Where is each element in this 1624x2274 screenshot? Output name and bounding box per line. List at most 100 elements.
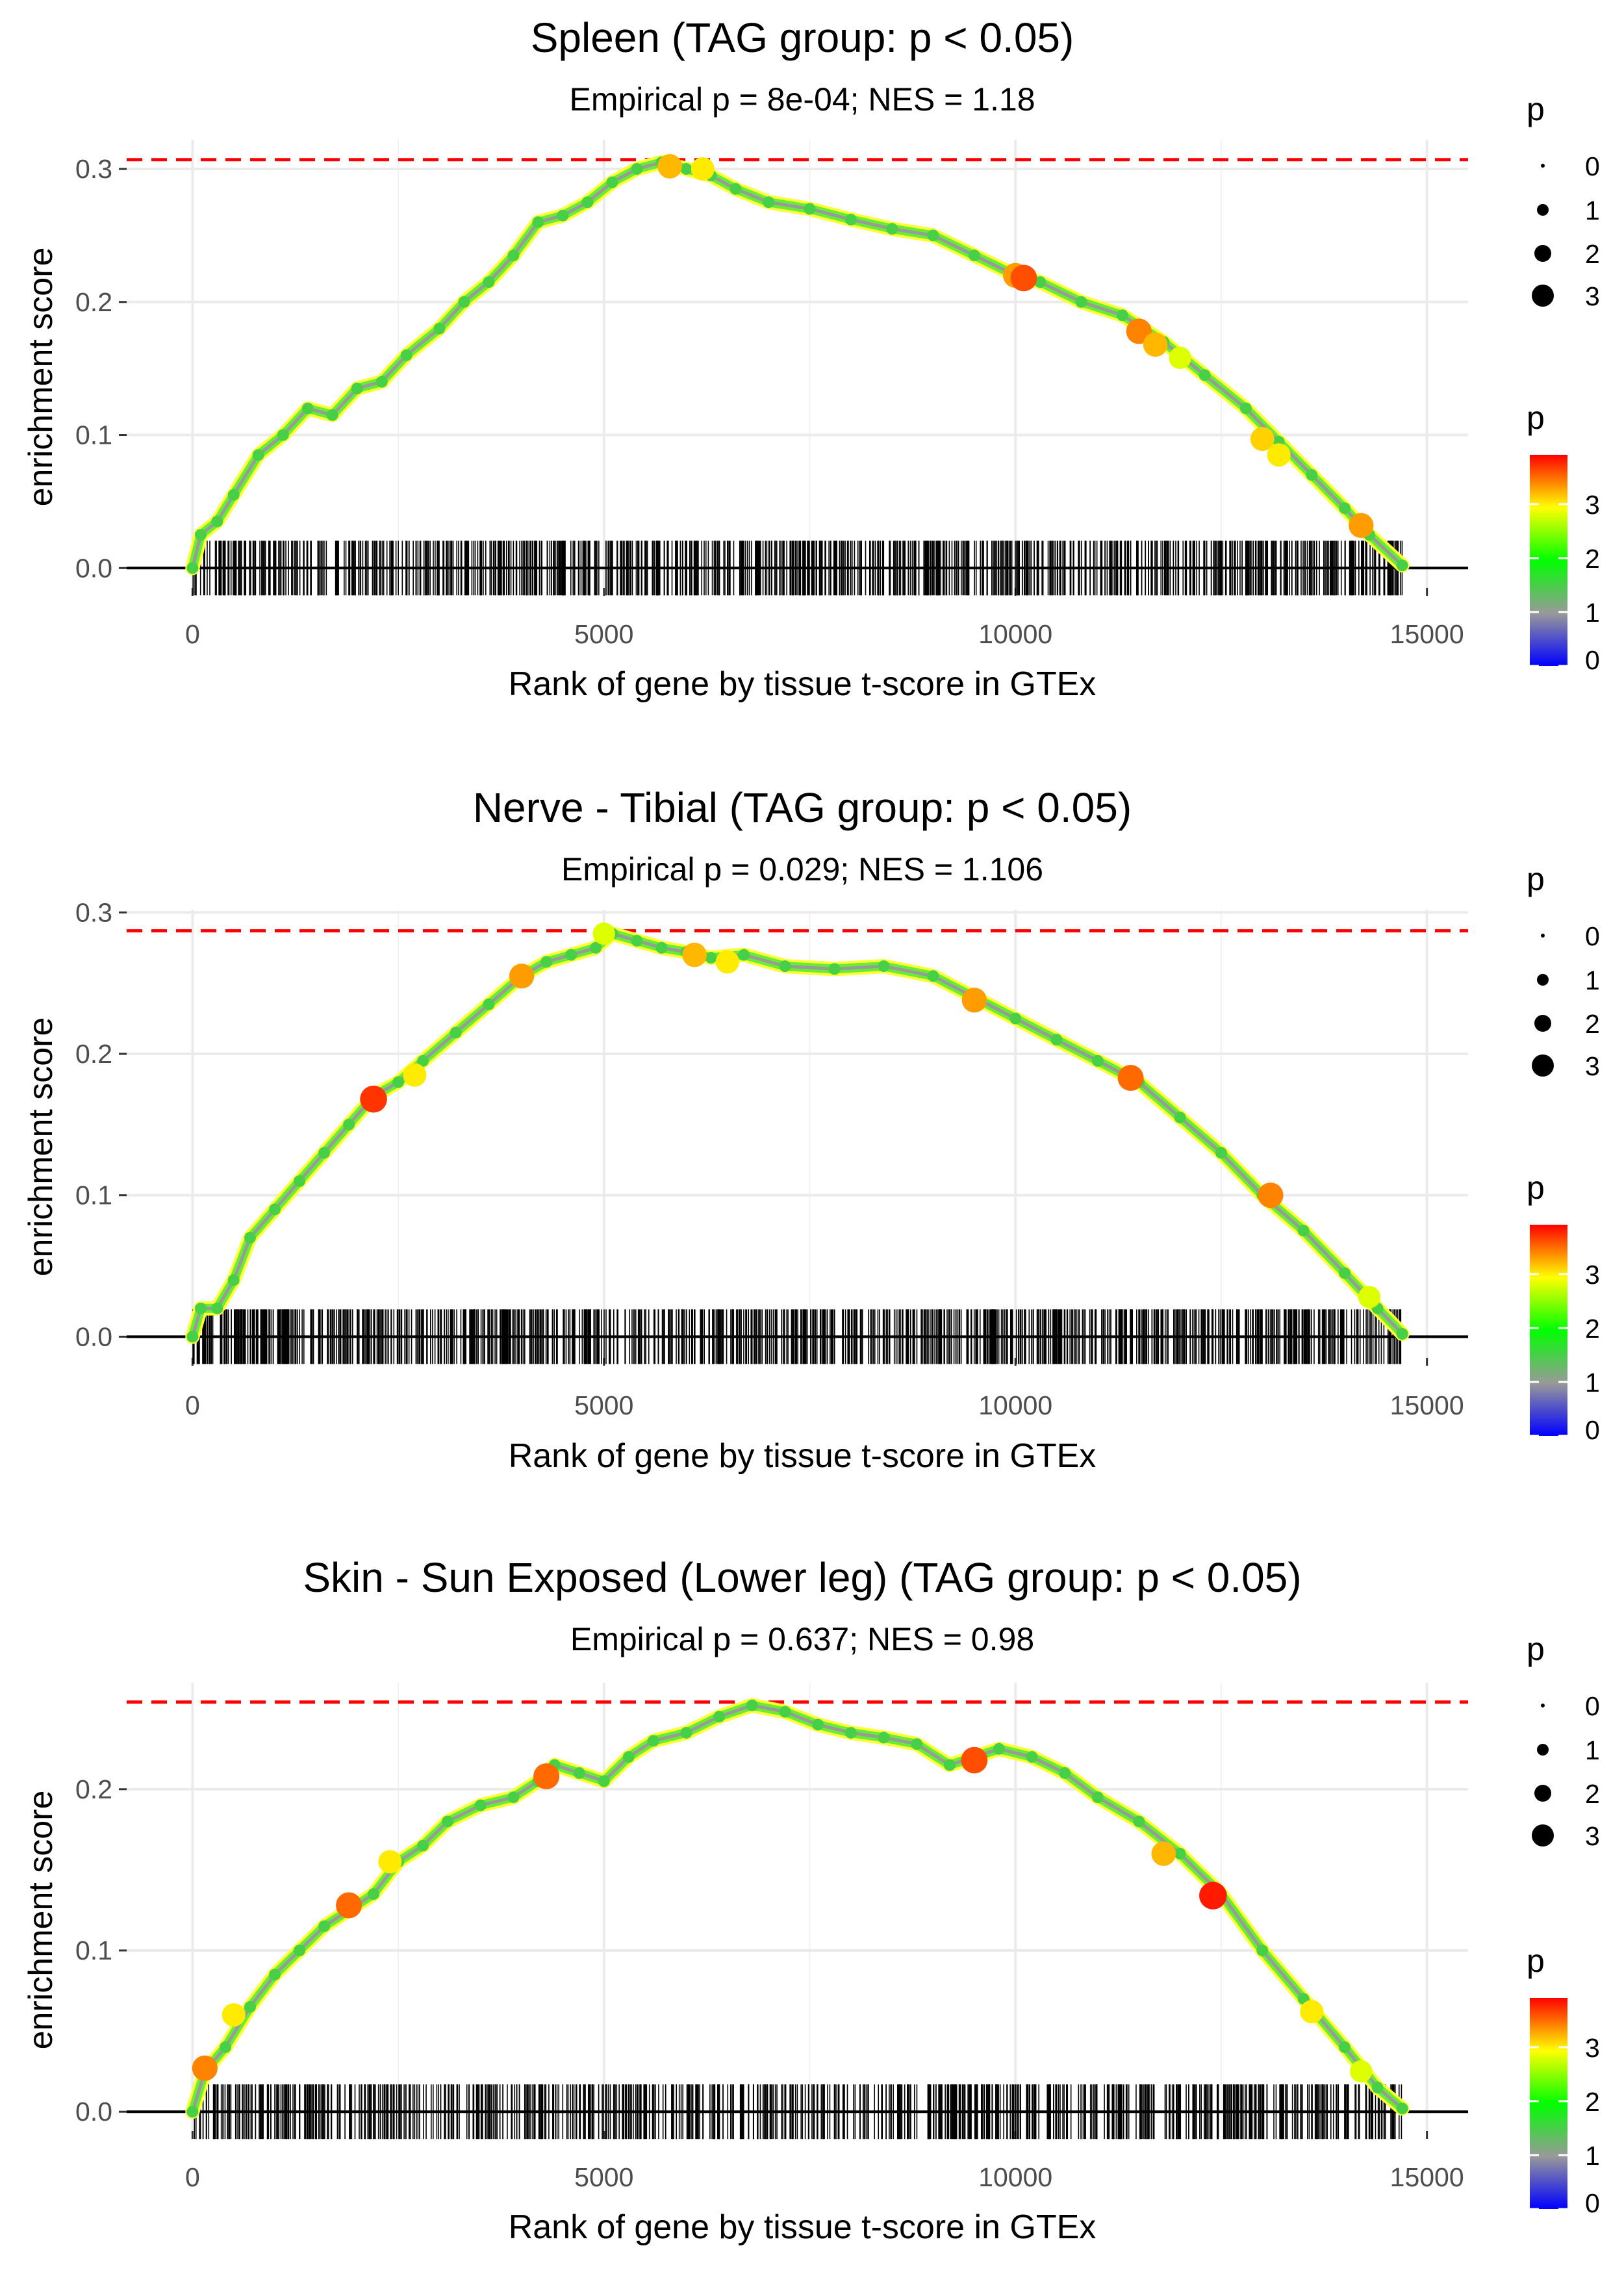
es-highlight-point <box>192 2055 218 2081</box>
panel-title: Skin - Sun Exposed (Lower leg) (TAG grou… <box>303 1554 1301 1601</box>
es-point <box>878 1731 890 1744</box>
size-legend-dot-1 <box>1537 1744 1549 1756</box>
es-highlight-point <box>1169 346 1191 369</box>
x-tick-label: 0 <box>185 619 200 649</box>
size-legend-dot-3 <box>1532 1824 1554 1846</box>
x-tick-label: 10000 <box>978 2162 1052 2192</box>
es-point <box>186 2106 199 2118</box>
es-point <box>1050 1034 1063 1046</box>
es-highlight-point <box>1151 1841 1176 1866</box>
es-point <box>911 1738 923 1750</box>
color-legend-label-1: 1 <box>1585 598 1600 628</box>
y-tick-label: 0.0 <box>75 2097 112 2127</box>
size-legend: p 0 1 2 3 <box>1527 91 1600 311</box>
es-point <box>746 1699 758 1711</box>
es-point <box>1091 1054 1104 1067</box>
color-legend-label-3: 3 <box>1585 490 1600 520</box>
x-tick-label: 15000 <box>1390 1390 1464 1420</box>
panel-subtitle: Empirical p = 8e-04; NES = 1.18 <box>569 81 1035 118</box>
es-point <box>1239 402 1252 415</box>
es-highlight-point <box>961 988 987 1013</box>
size-legend-title: p <box>1527 91 1545 127</box>
es-highlight-point <box>691 157 715 181</box>
y-axis-title: enrichment score <box>22 1791 60 2050</box>
color-legend-label-3: 3 <box>1585 2033 1600 2063</box>
size-legend-title: p <box>1527 1631 1545 1667</box>
es-point <box>220 2041 232 2053</box>
size-legend-dot-2 <box>1534 1785 1551 1802</box>
es-point <box>244 2000 257 2013</box>
es-point <box>269 1969 281 1981</box>
es-point <box>738 949 750 961</box>
es-point <box>252 449 264 461</box>
es-highlight-point <box>1358 1286 1381 1309</box>
size-legend-dot-2 <box>1534 1015 1551 1032</box>
es-point <box>1297 1225 1310 1237</box>
color-legend: p 0 1 2 3 <box>1527 400 1600 675</box>
es-point <box>622 1751 635 1763</box>
es-highlight-point <box>360 1085 387 1113</box>
size-legend-label-0: 0 <box>1585 151 1600 181</box>
color-legend-label-0: 0 <box>1585 1415 1600 1445</box>
es-point <box>1034 276 1047 288</box>
es-point <box>1396 2102 1408 2115</box>
es-point <box>1215 1147 1227 1159</box>
size-legend-label-1: 1 <box>1585 196 1600 225</box>
es-point <box>828 963 841 975</box>
size-legend-label-2: 2 <box>1585 1009 1600 1039</box>
es-point <box>680 163 692 175</box>
es-point <box>211 1302 223 1314</box>
es-point <box>804 203 816 215</box>
color-legend-label-2: 2 <box>1585 2087 1600 2117</box>
y-tick-label: 0.0 <box>75 1322 112 1351</box>
es-point <box>844 1726 857 1739</box>
es-point <box>1338 502 1351 515</box>
y-tick-label: 0.3 <box>75 897 112 927</box>
es-point <box>730 183 742 195</box>
x-axis-title: Rank of gene by tissue t-score in GTEx <box>509 2208 1097 2246</box>
es-highlight-point <box>1350 2060 1373 2083</box>
es-highlight-point <box>1349 513 1374 538</box>
plot-area: 0 5000 10000 15000 0.0 0.1 0.2 0.3 <box>75 140 1468 649</box>
es-highlight-point <box>1258 1182 1284 1208</box>
es-curve <box>190 932 1404 1338</box>
es-point <box>540 956 553 968</box>
x-tick-label: 0 <box>185 2162 200 2192</box>
es-point <box>507 249 520 262</box>
es-point <box>417 1054 429 1067</box>
es-point <box>301 402 314 415</box>
gene-rank-barcode <box>194 2084 1402 2140</box>
size-legend-dot-3 <box>1532 285 1554 307</box>
es-point <box>318 1920 331 1932</box>
es-highlight-point <box>715 950 739 974</box>
size-legend-dot-1 <box>1537 974 1549 986</box>
color-legend: p 0 1 2 3 <box>1527 1169 1600 1445</box>
size-legend-dot-0 <box>1541 164 1545 168</box>
es-highlight-point <box>1250 427 1275 452</box>
es-point <box>318 1147 331 1159</box>
es-point <box>532 216 544 228</box>
es-point <box>1396 1327 1408 1340</box>
color-bar <box>1530 1998 1567 2209</box>
es-highlight-point <box>657 154 682 179</box>
es-point <box>227 1274 240 1286</box>
color-legend-title: p <box>1527 1169 1545 1206</box>
es-point <box>186 562 199 574</box>
y-tick-label: 0.1 <box>75 420 112 450</box>
es-point <box>326 409 338 421</box>
size-legend-label-0: 0 <box>1585 1691 1600 1721</box>
y-tick-label: 0.3 <box>75 154 112 184</box>
y-axis-title: enrichment score <box>22 1017 60 1277</box>
size-legend: p 0 1 2 3 <box>1527 1631 1600 1851</box>
y-tick-label: 0.2 <box>75 1774 112 1804</box>
es-point <box>557 209 569 222</box>
x-tick-label: 10000 <box>978 1390 1052 1420</box>
es-point <box>400 349 412 361</box>
es-point <box>244 1231 257 1244</box>
size-legend-label-0: 0 <box>1585 921 1600 951</box>
es-highlight-point <box>403 1063 427 1087</box>
es-point <box>1133 1815 1145 1828</box>
es-point <box>655 941 668 954</box>
color-legend-label-1: 1 <box>1585 2141 1600 2171</box>
es-highlight-point <box>533 1763 560 1789</box>
